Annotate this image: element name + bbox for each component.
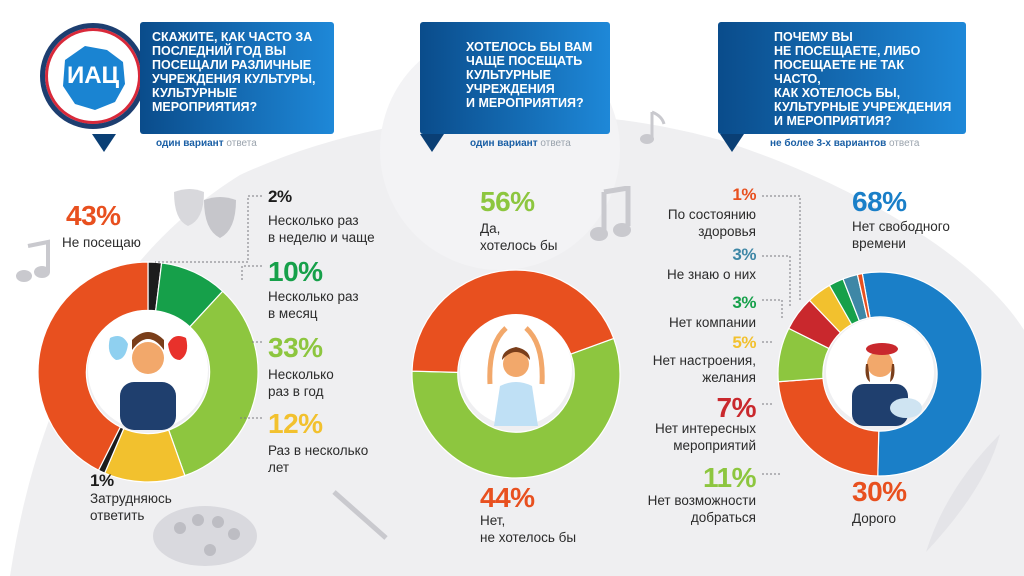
ballerina-icon: [460, 314, 572, 426]
map-shape-icon: [63, 46, 125, 110]
q1-label-few-years: Раз в несколько лет: [268, 443, 369, 475]
q3-pct-no-company: 3%: [732, 293, 756, 312]
q3-pct-health: 1%: [732, 185, 756, 204]
q3-slice-7: [856, 272, 871, 320]
q3-question-text: Почему вы не посещаете, либо посещаете н…: [774, 30, 952, 128]
q1-question-box: Скажите, как часто за последний год вы п…: [140, 22, 334, 134]
q1-answer-note: один вариант ответа: [156, 138, 257, 149]
q2-pct-no: 44%: [480, 482, 535, 513]
q3-pct-expensive: 30%: [852, 476, 907, 507]
q1-pct-dont-know: 1%: [90, 471, 114, 490]
q1-pct-monthly: 10%: [268, 256, 323, 287]
q2-donut-chart: [411, 269, 621, 479]
q1-label-yearly: Несколько раз в год: [268, 367, 334, 399]
q3-label-dont-know-them: Не знаю о них: [666, 267, 756, 282]
music-note-icon: [590, 186, 631, 241]
q3-pct-no-time: 68%: [852, 186, 907, 217]
paintbrush-icon: [332, 490, 388, 540]
music-note-icon: [640, 110, 666, 144]
q2-slice-0: [411, 337, 621, 479]
q3-tail: [720, 134, 744, 152]
q1-label-dont-know: Затрудняюсь ответить: [90, 491, 172, 523]
q3-pct-no-transport: 11%: [703, 462, 757, 493]
q3-label-no-time: Нет свободного времени: [852, 219, 950, 251]
q3-label-expensive: Дорого: [852, 511, 896, 526]
iac-logo: ИАЦ: [40, 23, 146, 129]
q1-pct-yearly: 33%: [268, 332, 323, 363]
q3-pct-dont-know-them: 3%: [732, 245, 756, 264]
q1-tail: [92, 134, 116, 152]
q2-answer-note: один вариант ответа: [470, 138, 571, 149]
q1-question-text: Скажите, как часто за последний год вы п…: [152, 30, 316, 114]
q1-slice-0: [37, 261, 149, 472]
q2-label-no: Нет, не хотелось бы: [480, 513, 577, 545]
q1-donut-chart: [37, 261, 259, 483]
q2-label-yes: Да, хотелось бы: [480, 221, 558, 253]
q1-pct-few-years: 12%: [268, 408, 323, 439]
q1-pct-weekly: 2%: [268, 187, 292, 206]
q3-label-no-events: Нет интересных мероприятий: [655, 421, 756, 453]
q3-answer-note: не более 3-х вариантов ответа: [770, 138, 920, 149]
q1-label-not-attend: Не посещаю: [62, 235, 141, 250]
q1-pct-not-attend: 43%: [66, 200, 121, 231]
q3-label-health: По состоянию здоровья: [667, 207, 756, 239]
feather-icon: [926, 434, 1000, 552]
q2-tail: [420, 134, 444, 152]
q3-pct-no-mood: 5%: [732, 333, 756, 352]
q2-question-box: Хотелось бы вам чаще посещать культурные…: [420, 22, 610, 134]
q3-slice-0: [861, 271, 983, 477]
music-note-icon: [16, 239, 50, 282]
q3-label-no-mood: Нет настроения, желания: [652, 353, 756, 385]
q1-label-monthly: Несколько раз в месяц: [268, 289, 359, 321]
q3-donut-chart: [777, 271, 983, 477]
theater-figure-icon: [88, 310, 208, 430]
q2-pct-yes: 56%: [480, 186, 535, 217]
palette-icon: [153, 506, 257, 566]
painter-icon: [826, 318, 934, 426]
q3-label-no-company: Нет компании: [669, 315, 756, 330]
q3-label-no-transport: Нет возможности добраться: [647, 493, 756, 525]
q3-pct-no-events: 7%: [716, 392, 757, 423]
q3-question-box: Почему вы не посещаете, либо посещаете н…: [718, 22, 966, 134]
q2-question-text: Хотелось бы вам чаще посещать культурные…: [466, 40, 593, 110]
q1-slice-3: [167, 290, 259, 477]
q1-label-weekly: Несколько раз в неделю и чаще: [268, 213, 375, 245]
theater-masks-icon: [174, 189, 236, 238]
logo-text: ИАЦ: [66, 62, 120, 89]
